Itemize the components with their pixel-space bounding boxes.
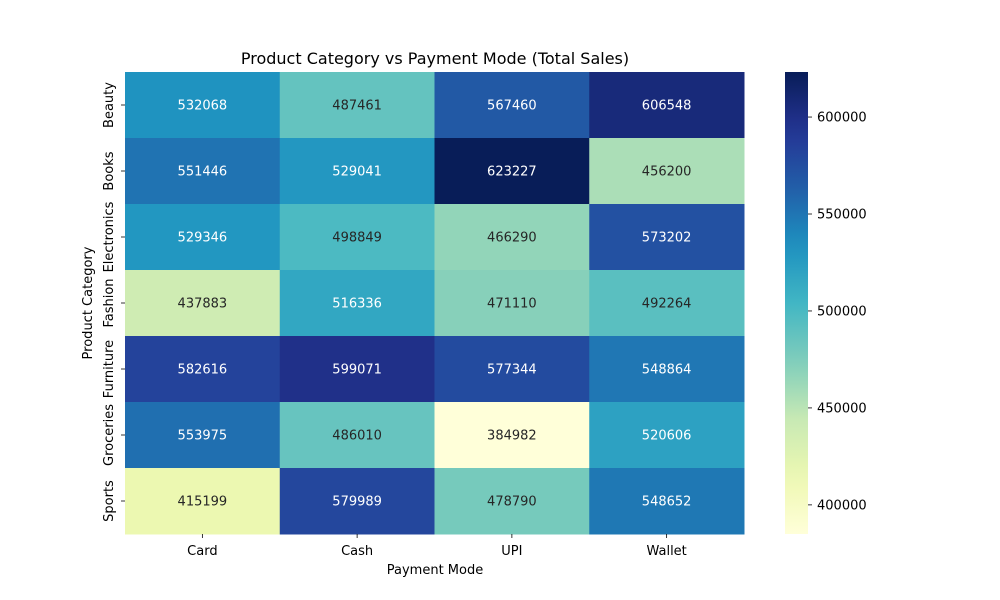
cell-value-label: 520606 <box>642 429 692 444</box>
cell-value-label: 577344 <box>487 363 537 378</box>
y-tick-label: Beauty <box>102 82 117 128</box>
cell-value-label: 548864 <box>642 363 692 378</box>
cell-value-label: 548652 <box>642 495 692 510</box>
cell-value-label: 599071 <box>332 363 382 378</box>
heatmap-cell <box>434 468 590 535</box>
heatmap-cell-labels: 532068 487461 567460 606548 551446 529041 6232… <box>178 99 692 510</box>
cell-value-label: 553975 <box>178 429 228 444</box>
heatmap-cell <box>279 138 435 205</box>
colorbar-tick-label: 500000 <box>817 304 867 319</box>
cell-value-label: 487461 <box>332 99 382 114</box>
colorbar-tick-label: 400000 <box>817 498 867 513</box>
x-axis-label: Payment Mode <box>387 563 483 578</box>
heatmap-cell <box>125 72 281 139</box>
colorbar-ticks: 400000 450000 500000 550000 600000 <box>808 111 867 513</box>
cell-value-label: 579989 <box>332 495 382 510</box>
heatmap-cell <box>434 402 590 469</box>
cell-value-label: 606548 <box>642 99 692 114</box>
x-tick-label: Cash <box>341 544 373 559</box>
heatmap-cell <box>589 270 745 337</box>
heatmap-cell <box>125 402 281 469</box>
cell-value-label: 456200 <box>642 165 692 180</box>
heatmap-cell <box>125 468 281 535</box>
heatmap-cell <box>589 204 745 271</box>
heatmap-cell <box>589 336 745 403</box>
x-tick-label: Card <box>187 544 217 559</box>
cell-value-label: 567460 <box>487 99 537 114</box>
cell-value-label: 582616 <box>178 363 228 378</box>
colorbar-tick-label: 550000 <box>817 208 867 223</box>
heatmap-cell <box>589 72 745 139</box>
cell-value-label: 471110 <box>487 297 537 312</box>
heatmap-cell <box>279 270 435 337</box>
colorbar-tick-label: 600000 <box>817 111 867 126</box>
cell-value-label: 384982 <box>487 429 537 444</box>
y-tick-label: Furniture <box>102 340 117 398</box>
heatmap-cell <box>125 204 281 271</box>
x-axis-ticks: Card Cash UPI Wallet <box>187 534 687 559</box>
cell-value-label: 532068 <box>178 99 228 114</box>
heatmap-cell <box>434 336 590 403</box>
y-tick-label: Sports <box>102 480 117 522</box>
y-tick-label: Fashion <box>102 278 117 327</box>
heatmap-cell <box>434 270 590 337</box>
heatmap-cell <box>589 402 745 469</box>
heatmap-cell <box>279 204 435 271</box>
x-tick-label: UPI <box>501 544 522 559</box>
y-axis-ticks: Beauty Books Electronics Fashion Furniture Gr… <box>102 82 125 522</box>
cell-value-label: 415199 <box>178 495 228 510</box>
chart-title: Product Category vs Payment Mode (Total … <box>241 49 629 68</box>
heatmap-cell <box>279 72 435 139</box>
cell-value-label: 437883 <box>178 297 228 312</box>
heatmap-cell <box>125 336 281 403</box>
y-tick-label: Electronics <box>102 201 117 272</box>
cell-value-label: 551446 <box>178 165 228 180</box>
heatmap-cell <box>589 468 745 535</box>
heatmap-cell <box>434 72 590 139</box>
cell-value-label: 516336 <box>332 297 382 312</box>
heatmap-cell <box>279 468 435 535</box>
y-tick-label: Books <box>102 151 117 190</box>
cell-value-label: 492264 <box>642 297 692 312</box>
y-axis-label: Product Category <box>81 246 96 359</box>
y-tick-label: Groceries <box>102 404 117 466</box>
cell-value-label: 529041 <box>332 165 382 180</box>
heatmap-cell <box>434 138 590 205</box>
colorbar-tick-label: 450000 <box>817 401 867 416</box>
colorbar <box>785 72 808 534</box>
cell-value-label: 466290 <box>487 231 537 246</box>
cell-value-label: 529346 <box>178 231 228 246</box>
cell-value-label: 486010 <box>332 429 382 444</box>
heatmap-cell <box>125 270 281 337</box>
cell-value-label: 478790 <box>487 495 537 510</box>
cell-value-label: 573202 <box>642 231 692 246</box>
x-tick-label: Wallet <box>646 544 686 559</box>
heatmap-cell <box>434 204 590 271</box>
cell-value-label: 623227 <box>487 165 537 180</box>
heatmap-cell <box>279 402 435 469</box>
heatmap-cell <box>125 138 281 205</box>
heatmap-cells <box>125 72 745 535</box>
cell-value-label: 498849 <box>332 231 382 246</box>
heatmap-cell <box>279 336 435 403</box>
heatmap-cell <box>589 138 745 205</box>
